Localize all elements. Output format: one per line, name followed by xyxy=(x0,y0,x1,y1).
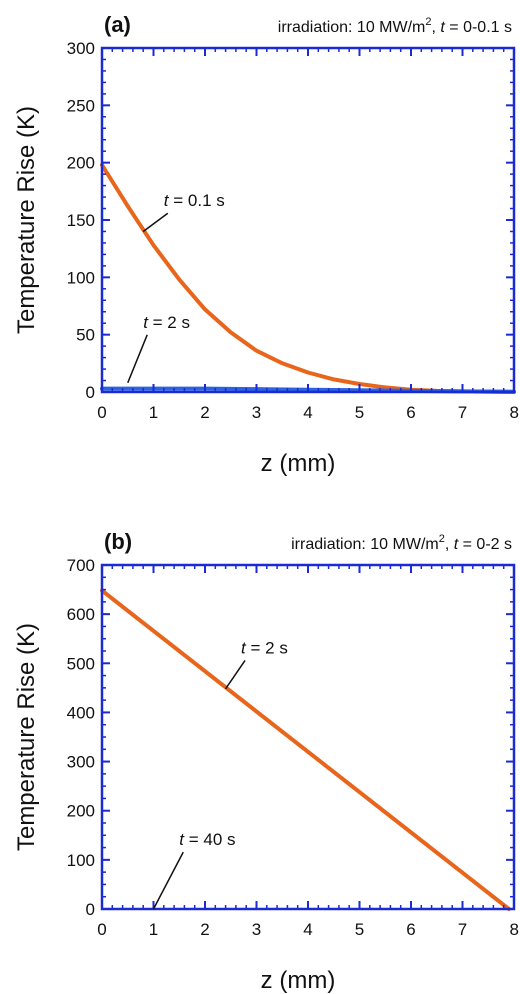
x-tick-label: 2 xyxy=(200,920,209,939)
y-tick-label: 100 xyxy=(67,851,95,870)
y-tick-label: 0 xyxy=(86,900,95,919)
x-tick-label: 8 xyxy=(510,403,519,422)
y-tick-label: 50 xyxy=(76,326,95,345)
x-tick-label: 2 xyxy=(200,403,209,422)
y-tick-label: 700 xyxy=(67,556,95,575)
panel-title: irradiation: 10 MW/m2, t = 0-2 s xyxy=(291,533,512,553)
y-tick-label: 500 xyxy=(67,654,95,673)
x-tick-label: 3 xyxy=(252,920,261,939)
y-tick-label: 0 xyxy=(86,383,95,402)
annotation-text: = 2 s xyxy=(246,638,288,657)
x-tick-label: 5 xyxy=(355,920,364,939)
annotation-pointer-line xyxy=(142,212,169,233)
curve-annotation: t = 40 s xyxy=(179,830,235,849)
x-tick-label: 7 xyxy=(458,920,467,939)
y-tick-label: 100 xyxy=(67,268,95,287)
annotation-variable: t xyxy=(164,191,170,210)
x-tick-label: 4 xyxy=(303,920,312,939)
y-tick-label: 150 xyxy=(67,211,95,230)
plot-frame xyxy=(100,46,516,394)
panel-title: irradiation: 10 MW/m2, t = 0-0.1 s xyxy=(278,16,512,36)
title-text: , xyxy=(445,536,454,553)
y-tick-label: 600 xyxy=(67,605,95,624)
annotation-text: = 0.1 s xyxy=(169,191,225,210)
curve-annotation: t = 2 s xyxy=(143,313,190,332)
x-tick-label: 3 xyxy=(252,403,261,422)
x-tick-label: 0 xyxy=(97,920,106,939)
annotation-variable: t xyxy=(143,313,149,332)
x-axis-label: z (mm) xyxy=(261,450,336,477)
x-axis-label: z (mm) xyxy=(261,967,336,994)
y-tick-label: 200 xyxy=(67,802,95,821)
y-axis-label: Temperature Rise (K) xyxy=(13,623,40,851)
plot-frame xyxy=(100,563,516,911)
title-superscript: 2 xyxy=(439,533,445,545)
chart-panel-b: 0 1 2 3 4 5 6 7 8 0 100 200 300 400 500 600 700 z (mm) Tem… xyxy=(13,529,519,994)
x-tick-label: 1 xyxy=(149,403,158,422)
annotation-pointer-line xyxy=(224,660,246,690)
x-tick-label: 5 xyxy=(355,403,364,422)
title-text: = 0-2 s xyxy=(458,536,512,553)
annotation-text: = 2 s xyxy=(148,313,190,332)
annotation-pointer-line xyxy=(152,851,184,910)
title-text: irradiation: 10 MW/m xyxy=(278,19,426,36)
x-tick-label: 0 xyxy=(97,403,106,422)
annotation-text: = 40 s xyxy=(184,830,236,849)
y-tick-label: 300 xyxy=(67,753,95,772)
y-axis-label: Temperature Rise (K) xyxy=(13,106,40,334)
chart-panel-a: 0 1 2 3 4 5 6 7 8 0 50 100 150 200 250 300 z (mm) Tempera… xyxy=(13,12,519,477)
panel-label: (b) xyxy=(104,529,132,554)
title-superscript: 2 xyxy=(425,16,431,28)
curve-annotation: t = 0.1 s xyxy=(164,191,225,210)
x-tick-label: 6 xyxy=(406,403,415,422)
x-tick-label: 6 xyxy=(406,920,415,939)
series-line-1 xyxy=(100,588,511,911)
title-text: irradiation: 10 MW/m xyxy=(291,536,439,553)
title-text: , xyxy=(432,19,441,36)
x-tick-label: 4 xyxy=(303,403,312,422)
x-tick-label: 1 xyxy=(149,920,158,939)
x-tick-label: 8 xyxy=(510,920,519,939)
title-text: = 0-0.1 s xyxy=(445,19,512,36)
y-tick-label: 300 xyxy=(67,39,95,58)
y-tick-label: 400 xyxy=(67,703,95,722)
y-tick-label: 250 xyxy=(67,96,95,115)
curve-annotation: t = 2 s xyxy=(241,638,288,657)
panel-label: (a) xyxy=(104,12,131,37)
title-variable: t xyxy=(454,536,459,553)
annotation-pointer-line xyxy=(127,334,148,384)
title-variable: t xyxy=(440,19,445,36)
annotation-variable: t xyxy=(179,830,185,849)
y-tick-label: 200 xyxy=(67,154,95,173)
x-tick-label: 7 xyxy=(458,403,467,422)
annotation-variable: t xyxy=(241,638,247,657)
